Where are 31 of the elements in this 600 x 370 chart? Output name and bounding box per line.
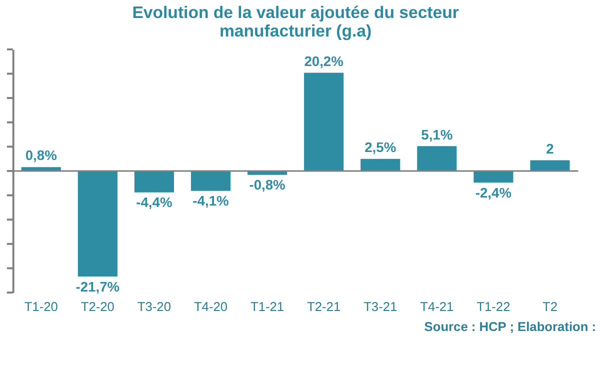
bar [247, 170, 288, 175]
x-tick-label: T3-20 [137, 298, 171, 314]
data-label: -2,4% [475, 184, 512, 200]
bar [417, 146, 457, 171]
x-tick-label: T1-22 [476, 298, 510, 314]
chart-title: Evolution de la valeur ajoutée du secteur manufacturier (g.a) [132, 2, 460, 41]
data-label: 20,2% [304, 52, 344, 69]
bar [190, 170, 231, 191]
data-label: -21,7% [76, 278, 120, 294]
bar [474, 170, 514, 183]
x-tick-label: T4-21 [420, 298, 454, 314]
data-label: -0,8% [249, 176, 286, 193]
bar [360, 158, 400, 171]
data-label: 0,8% [25, 147, 57, 164]
data-label: 2,5% [364, 138, 396, 155]
x-tick-label: T2-21 [307, 298, 341, 314]
x-tick-label: T2-20 [80, 298, 114, 314]
bar [530, 160, 570, 171]
data-label: -4,4% [136, 194, 172, 210]
bar [134, 170, 174, 192]
data-label: 5,1% [421, 126, 453, 142]
x-tick-label: T2 [542, 298, 558, 314]
data-label: -4,1% [192, 192, 229, 209]
x-tick-label: T1-21 [250, 298, 284, 314]
x-tick-label: T1-20 [24, 298, 58, 314]
bar [78, 170, 118, 277]
source-note: Source : HCP ; Elaboration : [424, 319, 596, 334]
x-tick-label: T3-21 [364, 298, 398, 314]
x-tick-label: T4-20 [194, 298, 228, 314]
data-label: 2 [546, 140, 554, 156]
bar [304, 72, 344, 171]
